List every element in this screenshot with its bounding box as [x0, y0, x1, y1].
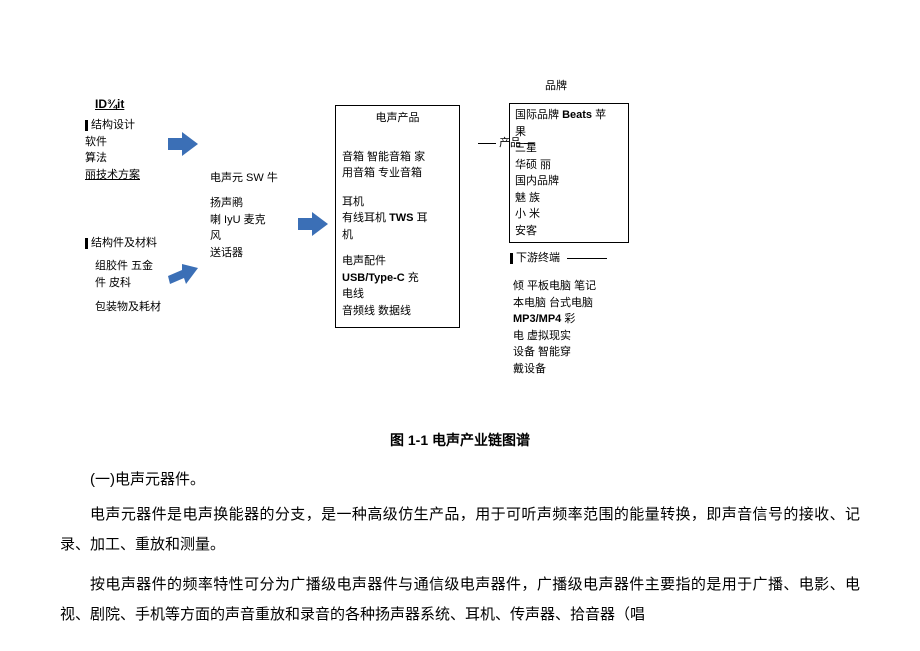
bb-l8: 安客	[515, 223, 623, 240]
arrow-icon	[298, 210, 334, 238]
tb-l4: 电 虚拟现实	[513, 328, 628, 345]
paragraph-1: 电声元器件是电声换能器的分支，是一种高级仿生产品，用于可听声频率范围的能量转换，…	[60, 500, 860, 560]
bb-l6: 魅 族	[515, 190, 623, 207]
col2-l2: 喇 IyU 麦克	[210, 214, 266, 226]
sec2-l3: 包装物及耗材	[95, 299, 161, 316]
col2-l4: 送话器	[210, 245, 266, 262]
sec1-l1: 结构设计	[91, 119, 135, 131]
arrow-icon	[168, 258, 204, 286]
sec1-l3: 算法	[85, 150, 140, 167]
tb-l3: MP3/MP4 彩	[513, 311, 628, 328]
col1-sec2-header: 结构件及材料	[85, 235, 157, 252]
section-heading: (一)电声元器件。	[60, 465, 860, 495]
bb-l2: 果	[515, 124, 623, 141]
c3g2l3: 机	[342, 227, 453, 244]
tb-l1: 倾 平板电脑 笔记	[513, 278, 628, 295]
bb-l5: 国内品牌	[515, 173, 623, 190]
c3g1l1: 音箱 智能音箱 家	[342, 149, 453, 166]
sec1-l2: 软件	[85, 134, 140, 151]
downstream-label: 下游终端	[510, 250, 607, 267]
col1-header: ID¾it	[95, 95, 124, 113]
c3g3l1: 电声配件	[342, 253, 453, 270]
figure-caption: 图 1-1 电声产业链图谱	[0, 430, 920, 450]
col3-box: 电声产品 音箱 智能音箱 家 用音箱 专业音箱 耳机 有线耳机 TWS 耳 机 …	[335, 105, 460, 328]
c3g2l2: 有线耳机 TWS 耳	[342, 210, 453, 227]
bb-l7: 小 米	[515, 206, 623, 223]
tb-l5: 设备 智能穿	[513, 344, 628, 361]
tb-l2: 本电脑 台式电脑	[513, 295, 628, 312]
bb-l3: 三星	[515, 140, 623, 157]
col2-title: 电声元 SW 牛	[210, 170, 278, 187]
sec1-l4: 丽技术方案	[85, 167, 140, 184]
col1-sec2: 组胶件 五金 件 皮科 包装物及耗材	[95, 258, 161, 316]
arrow-icon	[168, 130, 204, 158]
col1-sec1: 结构设计 软件 算法 丽技术方案	[85, 117, 140, 183]
c3g3l4: 音频线 数据线	[342, 303, 453, 320]
c3g3l3: 电线	[342, 286, 453, 303]
col3-title: 电声产品	[342, 110, 453, 127]
paragraph-2: 按电声器件的频率特性可分为广播级电声器件与通信级电声器件，广播级电声器件主要指的…	[60, 570, 860, 630]
col2-l3: 风	[210, 228, 266, 245]
brand-box: 国际品牌 Beats 苹 果 三星 华硕 丽 国内品牌 魅 族 小 米 安客	[509, 103, 629, 243]
brand-label: 品牌	[545, 78, 567, 95]
industry-chain-diagram: ID¾it 结构设计 软件 算法 丽技术方案 结构件及材料 组胶件 五金 件 皮…	[0, 0, 920, 400]
c3g3l2: USB/Type-C 充	[342, 270, 453, 287]
sec2-l1: 组胶件 五金	[95, 258, 161, 275]
terminal-box: 倾 平板电脑 笔记 本电脑 台式电脑 MP3/MP4 彩 电 虚拟现实 设备 智…	[513, 278, 628, 377]
c3g2l1: 耳机	[342, 194, 453, 211]
bb-l4: 华硕 丽	[515, 157, 623, 174]
bb-l1: 国际品牌 Beats 苹	[515, 107, 623, 124]
col2-body: 扬声鹇 喇 IyU 麦克 风 送话器	[210, 195, 266, 261]
tb-l6: 戴设备	[513, 361, 628, 378]
sec2-l2: 件 皮科	[95, 275, 161, 292]
col2-l1: 扬声鹇	[210, 195, 266, 212]
c3g1l2: 用音箱 专业音箱	[342, 165, 453, 182]
